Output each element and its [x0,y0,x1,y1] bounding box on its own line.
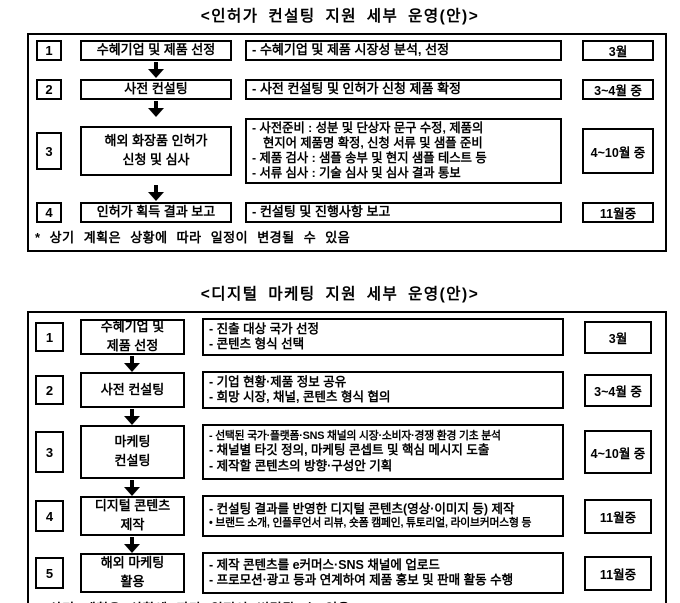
footnote: * 상기 계획은 상황에 따라 일정이 변경될 수 있음 [35,598,665,603]
schedule-box: 11월중 [584,555,652,591]
step-name-line: 마케팅 [114,434,151,450]
detail-line: - 제작할 콘텐츠의 방향·구성안 기획 [209,458,393,473]
process-row: 1 수혜기업 및 제품 선정 - 진출 대상 국가 선정 - 콘텐츠 형식 선택… [29,318,665,356]
step-number-box: 3 [35,431,64,473]
step-number-box: 4 [35,500,64,532]
schedule-box: 4~10월 중 [584,430,652,474]
process-row: 4 인허가 획득 결과 보고 - 컨설팅 및 진행사항 보고 11월중 [29,202,665,223]
process-row: 2 사전 컨설팅 - 사전 컨설팅 및 인허가 신청 제품 확정 3~4월 중 [29,79,665,100]
step-name-line: 사전 컨설팅 [124,81,188,97]
step-detail-box: - 제작 콘텐츠를 e커머스·SNS 채널에 업로드 - 프로모션·광고 등과 … [202,552,564,594]
licensing-consulting-section: <인허가 컨설팅 지원 세부 운영(안)> 1 수혜기업 및 제품 선정 - 수… [0,4,680,252]
step-name-line: 신청 및 심사 [122,152,190,167]
step-name-line: 제작 [120,517,145,532]
step-name-box: 수혜기업 및 제품 선정 [80,40,232,61]
step-detail-box: - 기업 현황·제품 정보 공유 - 희망 시장, 채널, 콘텐츠 형식 협의 [202,371,564,409]
flow-connector [29,100,665,118]
flow-connector [29,479,665,496]
step-name-box: 해외 마케팅 활용 [80,553,185,593]
detail-line: - 콘텐츠 형식 선택 [209,337,305,351]
flow-connector [29,408,665,425]
section-title: <인허가 컨설팅 지원 세부 운영(안)> [200,8,480,25]
detail-line: - 프로모션·광고 등과 연계하여 제품 홍보 및 판매 활동 수행 [209,573,514,587]
process-row: 2 사전 컨설팅 - 기업 현황·제품 정보 공유 - 희망 시장, 채널, 콘… [29,371,665,409]
step-name-line: 활용 [120,574,145,589]
step-name-box: 수혜기업 및 제품 선정 [80,319,185,355]
schedule-box: 11월중 [582,202,654,223]
step-name-line: 사전 컨설팅 [100,381,165,397]
step-name-line: 해외 화장품 인허가 [104,133,208,149]
flow-table: 1 수혜기업 및 제품 선정 - 수혜기업 및 제품 시장성 분석, 선정 3월… [27,33,667,252]
step-detail-box: - 수혜기업 및 제품 시장성 분석, 선정 [245,40,562,61]
step-detail-box: - 컨설팅 결과를 반영한 디지털 콘텐츠(영상·이미지 등) 제작 • 브랜드… [202,495,564,537]
down-arrow-icon [124,479,140,496]
step-number-box: 3 [36,132,62,170]
schedule-box: 3~4월 중 [584,373,652,407]
detail-line: - 제작 콘텐츠를 e커머스·SNS 채널에 업로드 [209,557,440,572]
flow-connector [29,536,665,553]
schedule-box: 3월 [582,40,654,61]
detail-line: - 사전준비 : 성분 및 단상자 문구 수정, 제품의 [252,120,484,135]
down-arrow-icon [148,101,164,117]
schedule-box: 3~4월 중 [582,79,654,100]
process-row: 5 해외 마케팅 활용 - 제작 콘텐츠를 e커머스·SNS 채널에 업로드 -… [29,552,665,594]
step-number-box: 1 [36,40,62,61]
step-name-line: 수혜기업 및 제품 선정 [96,42,216,58]
flow-table: 1 수혜기업 및 제품 선정 - 진출 대상 국가 선정 - 콘텐츠 형식 선택… [27,311,667,603]
step-name-box: 마케팅 컨설팅 [80,425,185,479]
step-name-line: 해외 마케팅 [100,555,165,571]
down-arrow-icon [148,185,164,201]
detail-line: • 브랜드 소개, 인플루언서 리뷰, 숏폼 캠페인, 튜토리얼, 라이브커머스… [209,517,532,530]
detail-line: - 사전 컨설팅 및 인허가 신청 제품 확정 [252,81,462,97]
step-name-line: 제품 선정 [106,338,159,353]
step-detail-box: - 사전 컨설팅 및 인허가 신청 제품 확정 [245,79,562,100]
detail-line: 현지어 제품명 확정, 신청 서류 및 샘플 준비 [263,135,483,150]
detail-line: - 채널별 타깃 정의, 마케팅 콘셉트 및 핵심 메시지 도출 [209,443,490,458]
step-detail-box: - 선택된 국가·플랫폼·SNS 채널의 시장·소비자·경쟁 환경 기초 분석 … [202,424,564,480]
detail-line: - 기업 현황·제품 정보 공유 [209,374,347,389]
step-name-line: 수혜기업 및 [100,319,165,335]
section-title: <디지털 마케팅 지원 세부 운영(안)> [200,286,480,303]
step-detail-box: - 진출 대상 국가 선정 - 콘텐츠 형식 선택 [202,318,564,356]
detail-line: - 선택된 국가·플랫폼·SNS 채널의 시장·소비자·경쟁 환경 기초 분석 [209,429,501,442]
schedule-box: 11월중 [584,498,652,534]
footnote: * 상기 계획은 상황에 따라 일정이 변경될 수 있음 [35,230,351,245]
flow-connector [29,184,665,202]
step-number-box: 5 [35,557,64,589]
step-number-box: 2 [36,79,62,100]
step-name-line: 디지털 콘텐츠 [94,498,171,514]
detail-line: - 컨설팅 및 진행사항 보고 [252,204,391,220]
schedule-box: 3월 [584,320,652,354]
down-arrow-icon [124,536,140,553]
step-number-box: 4 [36,202,62,223]
detail-line: - 진출 대상 국가 선정 [209,321,320,336]
step-name-box: 해외 화장품 인허가 신청 및 심사 [80,126,232,176]
process-row: 4 디지털 콘텐츠 제작 - 컨설팅 결과를 반영한 디지털 콘텐츠(영상·이미… [29,495,665,537]
step-detail-box: - 컨설팅 및 진행사항 보고 [245,202,562,223]
detail-line: - 수혜기업 및 제품 시장성 분석, 선정 [252,42,450,58]
schedule-box: 4~10월 중 [582,128,654,174]
flow-connector [29,61,665,79]
process-row: 1 수혜기업 및 제품 선정 - 수혜기업 및 제품 시장성 분석, 선정 3월 [29,40,665,61]
down-arrow-icon [124,408,140,425]
step-detail-box: - 사전준비 : 성분 및 단상자 문구 수정, 제품의 현지어 제품명 확정,… [245,118,562,184]
down-arrow-icon [124,355,140,372]
process-row: 3 마케팅 컨설팅 - 선택된 국가·플랫폼·SNS 채널의 시장·소비자·경쟁… [29,424,665,480]
detail-line: - 컨설팅 결과를 반영한 디지털 콘텐츠(영상·이미지 등) 제작 [209,501,515,516]
detail-line: - 제품 검사 : 샘플 송부 및 현지 샘플 테스트 등 [252,151,487,165]
step-name-box: 디지털 콘텐츠 제작 [80,496,185,536]
down-arrow-icon [148,62,164,78]
flow-connector [29,355,665,372]
detail-line: - 희망 시장, 채널, 콘텐츠 형식 협의 [209,390,391,404]
digital-marketing-section: <디지털 마케팅 지원 세부 운영(안)> 1 수혜기업 및 제품 선정 - 진… [0,282,680,603]
step-name-box: 사전 컨설팅 [80,79,232,100]
step-number-box: 1 [35,322,64,352]
step-name-box: 인허가 획득 결과 보고 [80,202,232,223]
step-name-box: 사전 컨설팅 [80,372,185,408]
step-name-line: 컨설팅 [114,453,151,468]
step-number-box: 2 [35,375,64,405]
step-name-line: 인허가 획득 결과 보고 [96,204,216,220]
process-row: 3 해외 화장품 인허가 신청 및 심사 - 사전준비 : 성분 및 단상자 문… [29,118,665,184]
detail-line: - 서류 심사 : 기술 심사 및 심사 결과 통보 [252,166,461,181]
